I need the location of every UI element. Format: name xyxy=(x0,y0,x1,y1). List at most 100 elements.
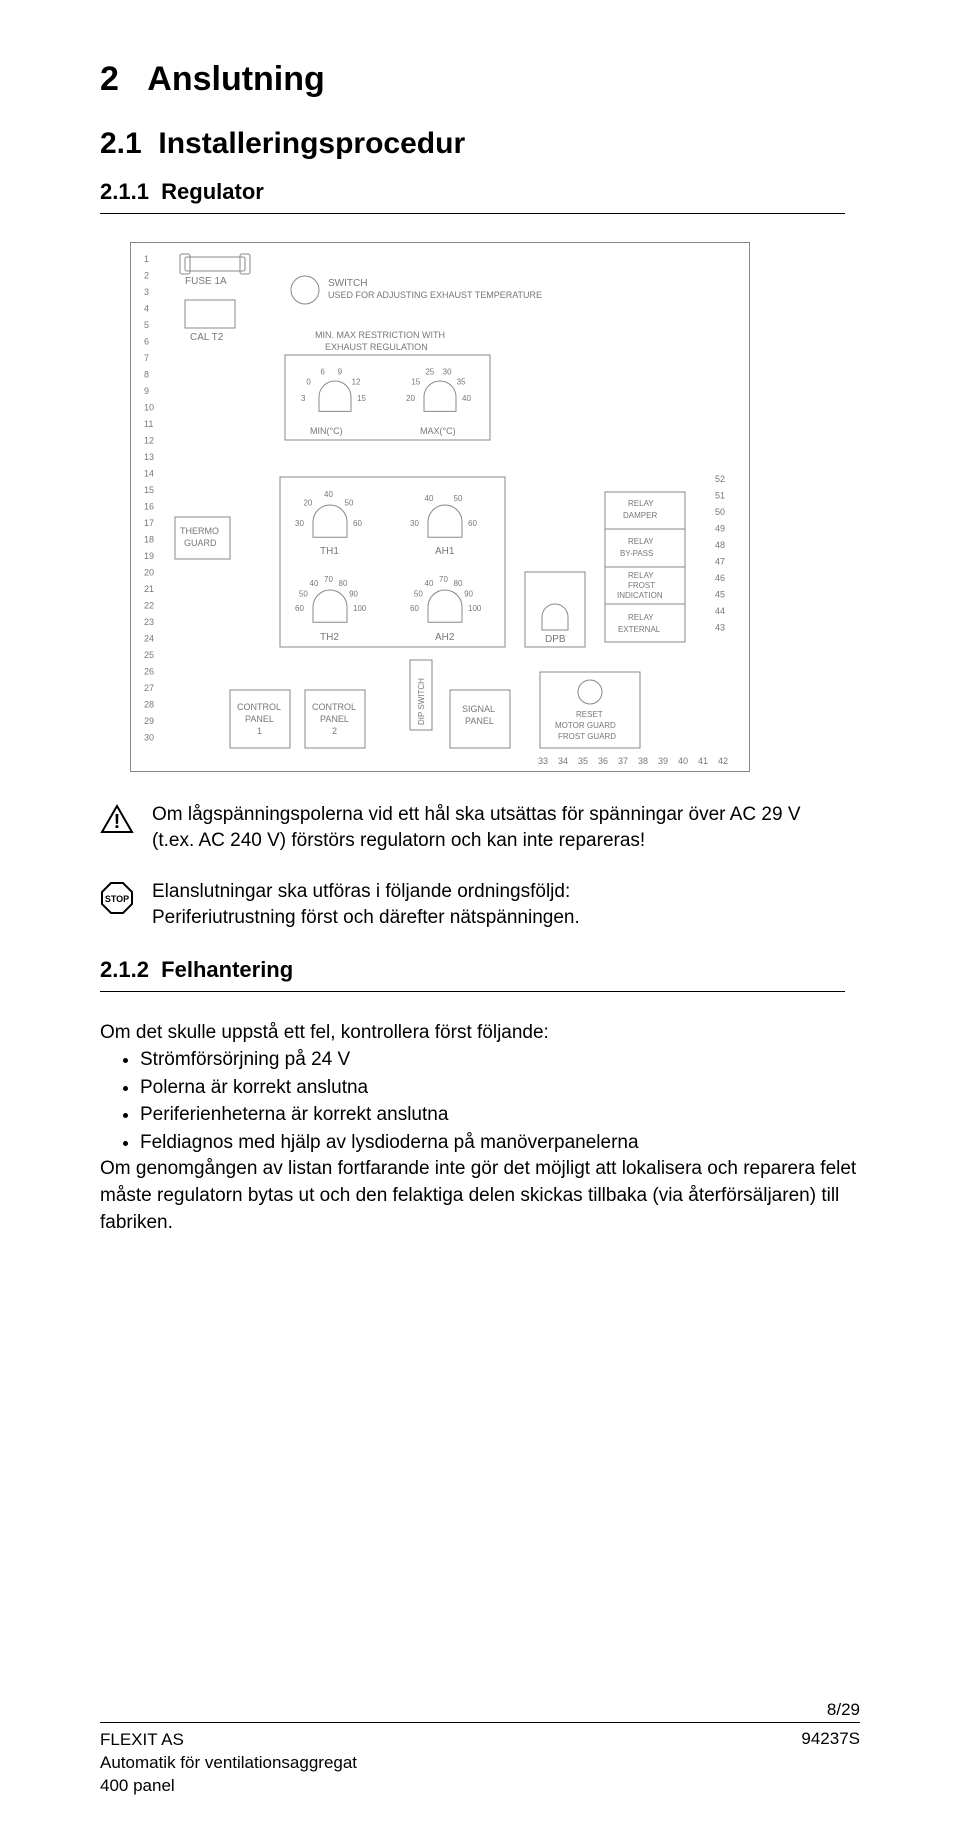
svg-text:CONTROL: CONTROL xyxy=(237,702,281,712)
svg-text:5: 5 xyxy=(144,320,149,330)
felh-title: Felhantering xyxy=(161,957,293,982)
svg-text:7: 7 xyxy=(144,353,149,363)
subsubsection-heading: 2.1.1 Regulator xyxy=(100,179,860,205)
svg-text:41: 41 xyxy=(698,756,708,766)
svg-text:6: 6 xyxy=(144,337,149,347)
svg-text:MAX(°C): MAX(°C) xyxy=(420,426,456,436)
svg-text:33: 33 xyxy=(538,756,548,766)
svg-text:15: 15 xyxy=(411,378,420,387)
list-item: Polerna är korrekt anslutna xyxy=(140,1074,860,1102)
svg-text:12: 12 xyxy=(144,436,154,446)
svg-text:50: 50 xyxy=(345,498,354,507)
svg-text:28: 28 xyxy=(144,700,154,710)
section-number: 2 xyxy=(100,60,119,98)
sub-title: Installeringsprocedur xyxy=(158,127,465,160)
svg-text:70: 70 xyxy=(439,575,448,584)
svg-text:47: 47 xyxy=(715,557,725,567)
svg-text:9: 9 xyxy=(338,367,343,376)
svg-text:30: 30 xyxy=(295,519,304,528)
subsection-heading: 2.1 Installeringsprocedur xyxy=(100,127,860,161)
svg-text:40: 40 xyxy=(678,756,688,766)
svg-text:25: 25 xyxy=(144,650,154,660)
svg-text:15: 15 xyxy=(357,394,366,403)
svg-text:90: 90 xyxy=(349,590,358,599)
svg-text:FROST GUARD: FROST GUARD xyxy=(558,732,616,741)
svg-text:18: 18 xyxy=(144,535,154,545)
svg-text:RELAY: RELAY xyxy=(628,499,654,508)
svg-text:PANEL: PANEL xyxy=(245,714,274,724)
svg-text:14: 14 xyxy=(144,469,154,479)
svg-text:45: 45 xyxy=(715,590,725,600)
svg-text:40: 40 xyxy=(462,394,471,403)
svg-text:21: 21 xyxy=(144,584,154,594)
svg-text:11: 11 xyxy=(144,419,153,429)
svg-text:42: 42 xyxy=(718,756,728,766)
svg-text:26: 26 xyxy=(144,667,154,677)
felh-number: 2.1.2 xyxy=(100,957,149,982)
rule xyxy=(100,213,845,214)
svg-text:80: 80 xyxy=(339,579,348,588)
svg-text:30: 30 xyxy=(410,519,419,528)
subsub-title: Regulator xyxy=(161,179,264,204)
svg-text:60: 60 xyxy=(468,519,477,528)
svg-text:30: 30 xyxy=(443,367,452,376)
footer-line2: Automatik för ventilationsaggregat xyxy=(100,1752,357,1775)
subsub-number: 2.1.1 xyxy=(100,179,149,204)
svg-text:10: 10 xyxy=(144,403,154,413)
svg-text:46: 46 xyxy=(715,573,725,583)
svg-text:40: 40 xyxy=(425,579,434,588)
svg-text:PANEL: PANEL xyxy=(465,716,494,726)
page-number: 8/29 xyxy=(100,1700,860,1720)
svg-text:50: 50 xyxy=(414,590,423,599)
svg-text:PANEL: PANEL xyxy=(320,714,349,724)
footer: 8/29 FLEXIT AS Automatik för ventilation… xyxy=(100,1700,860,1798)
stop-text: Elanslutningar ska utföras i följande or… xyxy=(152,879,845,930)
svg-text:FROST: FROST xyxy=(628,581,655,590)
svg-text:70: 70 xyxy=(324,575,333,584)
svg-text:100: 100 xyxy=(353,604,367,613)
svg-text:CAL T2: CAL T2 xyxy=(190,332,224,343)
svg-text:0: 0 xyxy=(306,378,311,387)
svg-text:4: 4 xyxy=(144,304,149,314)
svg-text:12: 12 xyxy=(352,378,361,387)
svg-text:GUARD: GUARD xyxy=(184,538,217,548)
svg-text:RELAY: RELAY xyxy=(628,537,654,546)
svg-text:FUSE 1A: FUSE 1A xyxy=(185,276,227,287)
svg-text:15: 15 xyxy=(144,485,154,495)
svg-text:35: 35 xyxy=(578,756,588,766)
svg-text:9: 9 xyxy=(144,386,149,396)
svg-text:52: 52 xyxy=(715,474,725,484)
svg-text:100: 100 xyxy=(468,604,482,613)
svg-text:40: 40 xyxy=(310,579,319,588)
svg-text:16: 16 xyxy=(144,502,154,512)
stop-icon: STOP xyxy=(100,879,134,930)
svg-text:!: ! xyxy=(114,811,121,833)
svg-text:3: 3 xyxy=(144,287,149,297)
stop-note: STOP Elanslutningar ska utföras i följan… xyxy=(100,879,845,930)
svg-text:DAMPER: DAMPER xyxy=(623,511,657,520)
svg-text:8: 8 xyxy=(144,370,149,380)
svg-text:AH2: AH2 xyxy=(435,632,455,643)
svg-text:19: 19 xyxy=(144,551,154,561)
felh-heading: 2.1.2 Felhantering xyxy=(100,957,860,983)
svg-text:27: 27 xyxy=(144,683,154,693)
svg-text:50: 50 xyxy=(715,507,725,517)
svg-text:3: 3 xyxy=(301,394,306,403)
svg-text:MOTOR GUARD: MOTOR GUARD xyxy=(555,721,616,730)
svg-text:2: 2 xyxy=(332,726,337,736)
footer-line3: 400 panel xyxy=(100,1775,357,1798)
svg-text:25: 25 xyxy=(425,367,434,376)
svg-text:DIP SWITCH: DIP SWITCH xyxy=(417,678,426,725)
svg-text:30: 30 xyxy=(144,733,154,743)
svg-text:1: 1 xyxy=(144,254,149,264)
list-item: Feldiagnos med hjälp av lysdioderna på m… xyxy=(140,1129,860,1157)
list-item: Strömförsörjning på 24 V xyxy=(140,1046,860,1074)
svg-text:48: 48 xyxy=(715,540,725,550)
svg-text:MIN(°C): MIN(°C) xyxy=(310,426,343,436)
svg-text:50: 50 xyxy=(454,494,463,503)
svg-text:EXHAUST REGULATION: EXHAUST REGULATION xyxy=(325,342,428,352)
svg-text:37: 37 xyxy=(618,756,628,766)
svg-text:STOP: STOP xyxy=(105,894,129,904)
svg-text:RESET: RESET xyxy=(576,710,603,719)
svg-text:EXTERNAL: EXTERNAL xyxy=(618,625,661,634)
